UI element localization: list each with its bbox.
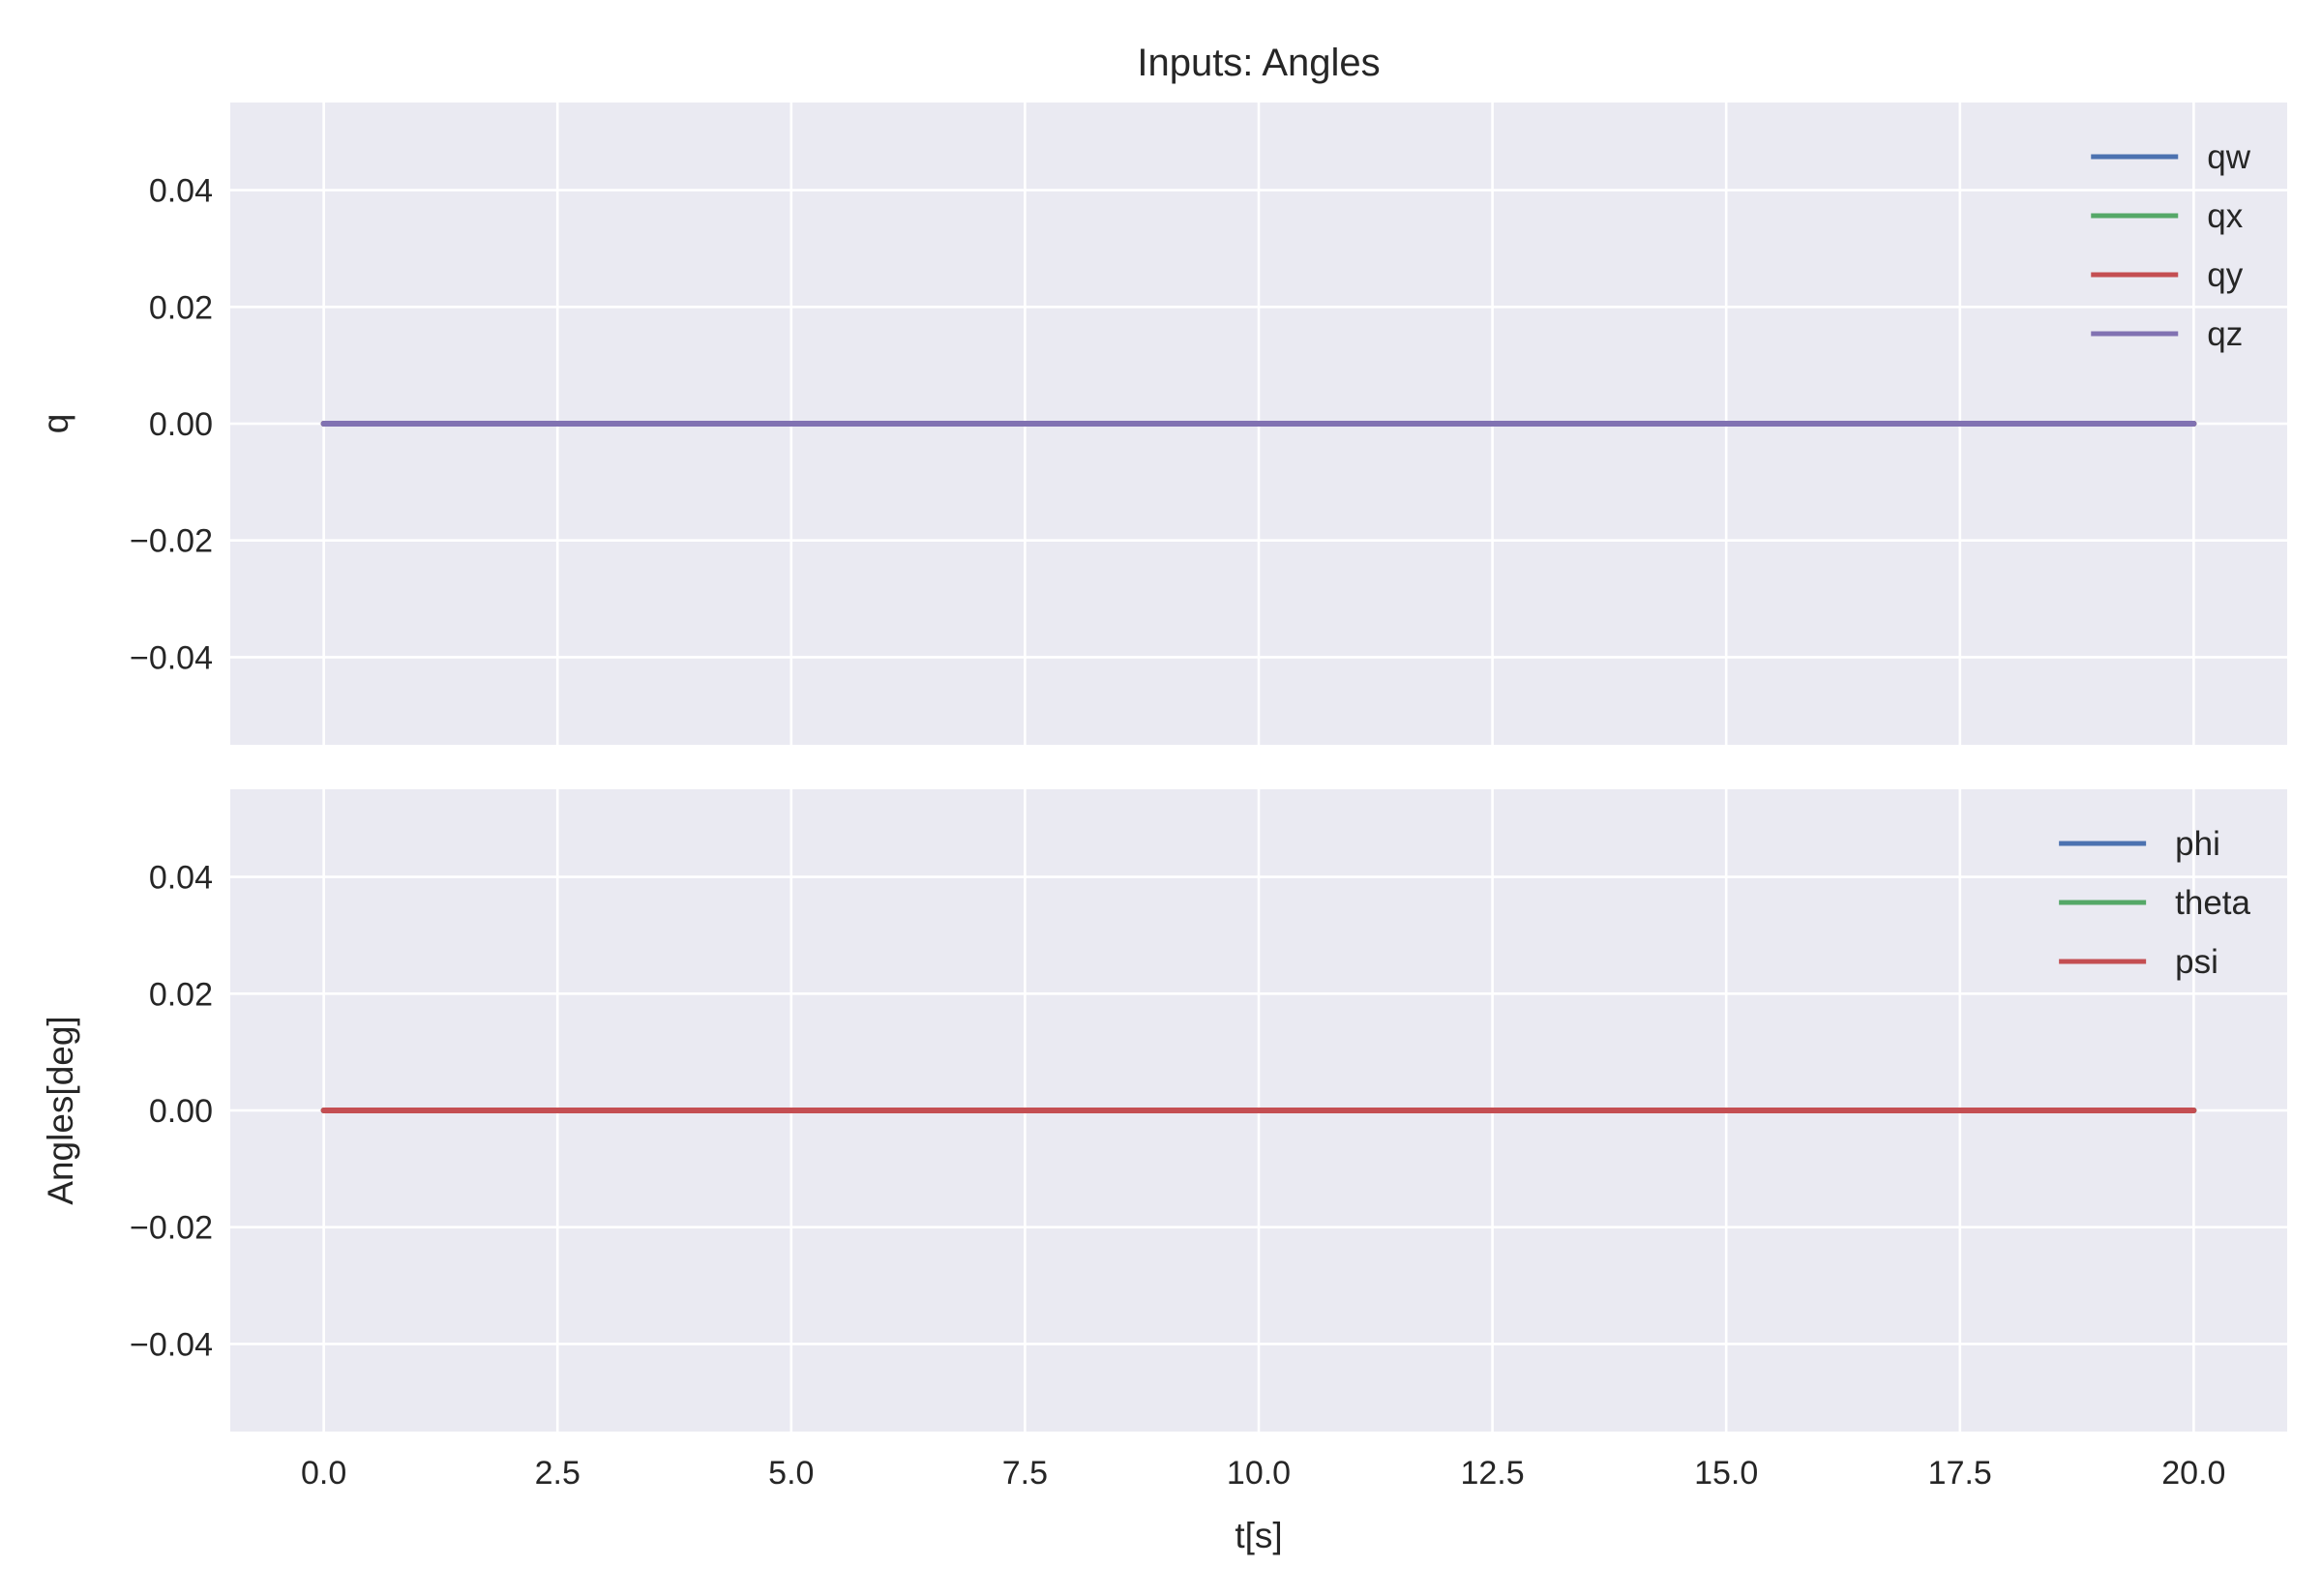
x-axis-label: t[s] [1235,1516,1282,1555]
legend-label-theta: theta [2175,884,2250,922]
x-tick-label: 0.0 [301,1455,346,1492]
y-tick-labels: 0.04 0.02 0.00 −0.02 −0.04 [130,860,213,1364]
legend: qw qx qy qz [2091,138,2251,353]
x-tick-label: 10.0 [1227,1455,1291,1492]
subplot-angles: 0.04 0.02 0.00 −0.02 −0.04 0.0 2.5 5.0 7.5 10.0 1… [41,789,2287,1555]
x-tick-label: 15.0 [1694,1455,1758,1492]
y-tick-label: 0.00 [149,1093,213,1130]
legend-label-psi: psi [2175,943,2218,981]
y-tick-label: −0.04 [130,1326,213,1363]
x-tick-label: 17.5 [1928,1455,1992,1492]
y-tick-label: 0.00 [149,406,213,443]
x-tick-label: 7.5 [1002,1455,1048,1492]
y-tick-label: −0.02 [130,523,213,560]
legend-label-qx: qx [2207,197,2243,235]
subplot-quaternion: 0.040.020.00−0.02−0.04 Inputs: Angles q … [36,42,2287,745]
legend-label-qw: qw [2207,138,2250,176]
y-tick-labels: 0.04 0.02 0.00 −0.02 −0.04 [130,173,213,677]
legend-label-qy: qy [2207,256,2243,294]
x-tick-label: 5.0 [768,1455,814,1492]
legend: phi theta psi [2059,825,2251,981]
y-tick-label: −0.02 [130,1210,213,1247]
y-tick-label: 0.02 [149,289,213,326]
y-axis-label: q [36,414,75,434]
x-tick-label: 2.5 [535,1455,580,1492]
y-tick-label: 0.02 [149,976,213,1013]
x-tick-label: 12.5 [1460,1455,1524,1492]
chart-title: Inputs: Angles [1137,42,1380,84]
y-tick-label: 0.04 [149,860,213,897]
x-tick-labels: 0.0 2.5 5.0 7.5 10.0 12.5 15.0 17.5 20.0 [301,1455,2225,1492]
y-axis-label: Angles[deg] [41,1016,80,1204]
legend-label-qz: qz [2207,315,2243,353]
x-tick-label: 20.0 [2161,1455,2225,1492]
y-tick-label: −0.04 [130,639,213,676]
y-tick-label: 0.04 [149,173,213,210]
legend-label-phi: phi [2175,825,2220,863]
